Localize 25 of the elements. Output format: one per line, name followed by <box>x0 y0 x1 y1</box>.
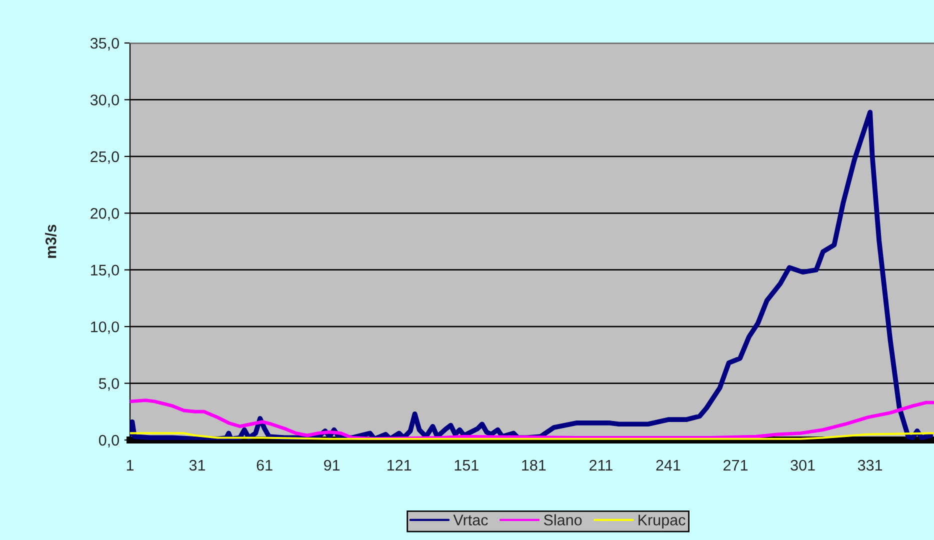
y-tick-label: 35,0 <box>90 38 119 50</box>
x-tick-label: 151 <box>454 460 478 471</box>
x-tick-label: 271 <box>724 460 748 471</box>
y-tick-label: 25,0 <box>90 151 119 164</box>
y-tick-label: 5,0 <box>98 378 119 391</box>
y-tick-label: 0,0 <box>98 434 119 448</box>
x-tick-label: 1 <box>126 460 134 471</box>
x-tick-label: 331 <box>858 460 882 471</box>
y-tick-label: 15,0 <box>91 264 119 278</box>
y-tick-label: 20,0 <box>90 208 119 221</box>
x-tick-label: 181 <box>522 460 546 471</box>
x-tick-label: 301 <box>790 460 815 471</box>
y-axis-title: m3/s <box>45 224 56 258</box>
x-tick-label: 241 <box>656 460 680 471</box>
y-tick-label: 10,0 <box>91 321 119 334</box>
legend-label: Slano <box>544 514 582 526</box>
line-series <box>130 398 934 440</box>
y-tick-label: 30,0 <box>90 94 119 108</box>
legend-label: Vrtac <box>453 514 488 526</box>
x-tick-label: 31 <box>189 460 206 471</box>
x-tick-label: 121 <box>388 460 412 471</box>
legend-label: Krupac <box>638 514 686 528</box>
x-tick-label: 61 <box>256 460 272 471</box>
x-tick-label: 211 <box>590 460 612 471</box>
x-tick-label: 91 <box>324 460 340 471</box>
